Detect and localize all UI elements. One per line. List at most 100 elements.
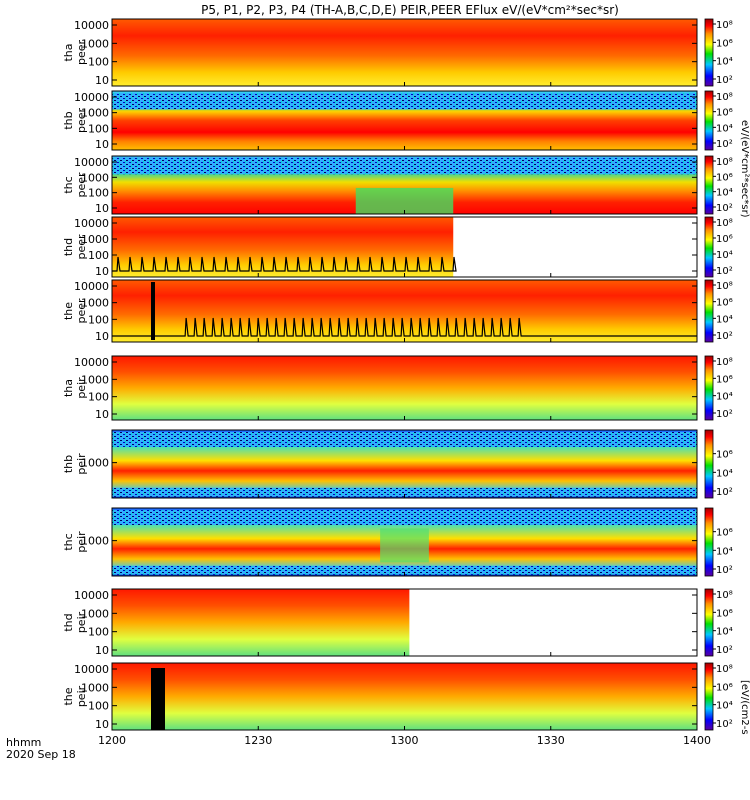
x-axis-label-hhmm: hhmm — [6, 736, 41, 749]
chart-title: P5, P1, P2, P3, P4 (TH-A,B,C,D,E) PEIR,P… — [201, 3, 619, 17]
noise-band — [112, 510, 697, 525]
panel-label-quantity: peer — [75, 40, 88, 66]
dip-region — [355, 187, 454, 214]
colorbar-tick-label: 10⁸ — [716, 92, 733, 103]
y-tick-label: 1000 — [81, 607, 109, 620]
y-tick-label: 1000 — [81, 37, 109, 50]
y-tick-label: 10000 — [74, 356, 109, 369]
y-tick-label: 1000 — [81, 107, 109, 120]
colorbar-tick-label: 10⁶ — [716, 608, 733, 619]
x-axis-label-date: 2020 Sep 18 — [6, 748, 76, 761]
panel-thd-peer: 10000 1000 100 10 thd peer 10⁸ 10⁶ 10⁴ 10² — [62, 216, 733, 278]
y-tick-label: 10000 — [74, 156, 109, 169]
panel-label-quantity: peer — [75, 298, 88, 324]
colorbar — [704, 507, 714, 577]
y-tick-label: 10000 — [74, 589, 109, 602]
colorbar-tick-label: 10² — [716, 565, 733, 576]
colorbar — [704, 662, 714, 731]
panel-label-quantity: peir — [75, 453, 88, 475]
colorbar-tick-label: 10⁴ — [716, 546, 733, 557]
colorbar-tick-label: 10⁸ — [716, 218, 733, 229]
panel-label-probe: thc — [62, 533, 75, 550]
colorbar-tick-label: 10⁴ — [716, 468, 733, 479]
colorbar-tick-label: 10⁴ — [716, 123, 733, 134]
colorbar — [704, 588, 714, 657]
panel-thc-peir: 1000 thc peir 10⁶ 10⁴ 10² — [62, 507, 733, 577]
dip-region — [380, 528, 429, 563]
data-gap-bar — [151, 668, 165, 730]
y-tick-label: 10 — [95, 138, 109, 151]
colorbar-tick-label: 10⁴ — [716, 392, 733, 403]
colorbar-tick-label: 10⁶ — [716, 374, 733, 385]
panel-label-probe: thb — [62, 455, 75, 473]
y-tick-label: 10 — [95, 644, 109, 657]
colorbar — [704, 90, 714, 151]
colorbar-tick-label: 10⁴ — [716, 701, 733, 712]
noise-band-low — [112, 565, 697, 575]
y-tick-label: 10 — [95, 265, 109, 278]
panel-thc-peer: 10000 1000 100 10 thc peer 10⁸ 10⁶ 10⁴ 10² — [62, 155, 733, 215]
y-tick-label: 10 — [95, 718, 109, 731]
y-tick-label: 1000 — [81, 681, 109, 694]
panel-label-probe: thd — [62, 613, 75, 631]
y-tick-label: 10 — [95, 330, 109, 343]
colorbar-tick-label: 10⁸ — [716, 20, 733, 31]
spectrogram-field — [112, 280, 697, 342]
colorbar-tick-label: 10⁶ — [716, 234, 733, 245]
colorbar-tick-label: 10² — [716, 266, 733, 277]
panel-label-probe: tha — [62, 43, 75, 61]
spectrogram-field — [112, 663, 697, 730]
colorbar-tick-label: 10⁶ — [716, 682, 733, 693]
colorbar-tick-label: 10² — [716, 409, 733, 420]
colorbar-tick-label: 10⁶ — [716, 528, 733, 539]
colorbar-tick-label: 10² — [716, 139, 733, 150]
panel-tha-peer: 10000 1000 100 10 tha peer 10⁸ 10⁶ 10⁴ 10² — [62, 18, 733, 87]
x-tick-label: 1230 — [244, 734, 272, 747]
panel-tha-peir: 10000 1000 100 10 tha peir 10⁸ 10⁶ 10⁴ 10² — [62, 355, 733, 421]
y-tick-label: 100 — [88, 56, 109, 69]
panel-label-probe: thd — [62, 238, 75, 256]
colorbar-tick-label: 10⁶ — [716, 298, 733, 309]
panel-label-probe: tha — [62, 379, 75, 397]
colorbar-title-right: eV/(eV*cm²*sec*sr) — [739, 120, 750, 218]
colorbar-tick-label: 10⁶ — [716, 172, 733, 183]
y-tick-label: 1000 — [81, 457, 109, 470]
spectrogram-field — [112, 589, 410, 656]
y-tick-label: 1000 — [81, 297, 109, 310]
y-tick-label: 10 — [95, 74, 109, 87]
y-tick-label: 10000 — [74, 91, 109, 104]
y-tick-label: 10000 — [74, 19, 109, 32]
x-tick-label: 1300 — [391, 734, 419, 747]
y-tick-label: 100 — [88, 391, 109, 404]
colorbar-tick-label: 10⁸ — [716, 157, 733, 168]
colorbar-tick-label: 10⁴ — [716, 57, 733, 68]
colorbar-tick-label: 10² — [716, 203, 733, 214]
colorbar-title-bottom: [eV/(cm2-s — [739, 680, 750, 735]
panel-thb-peer: 10000 1000 100 10 thb peer 10⁸ 10⁶ 10⁴ 10² — [62, 90, 733, 151]
y-tick-label: 10000 — [74, 217, 109, 230]
spike-trace — [112, 317, 697, 337]
x-tick-label: 1400 — [683, 734, 711, 747]
noise-band-low — [112, 487, 697, 497]
colorbar-tick-label: 10⁸ — [716, 664, 733, 675]
panel-label-probe: thc — [62, 176, 75, 193]
x-tick-label: 1200 — [98, 734, 126, 747]
colorbar — [704, 216, 714, 278]
y-tick-label: 100 — [88, 249, 109, 262]
data-gap-bar — [151, 282, 155, 340]
spike-trace — [112, 256, 457, 272]
colorbar-tick-label: 10² — [716, 331, 733, 342]
panel-label-probe: thb — [62, 111, 75, 129]
colorbar-tick-label: 10⁴ — [716, 188, 733, 199]
panel-label-quantity: peir — [75, 611, 88, 633]
colorbar — [704, 18, 714, 87]
colorbar-tick-label: 10⁸ — [716, 281, 733, 292]
spectrogram-field — [112, 356, 697, 420]
panel-label-probe: the — [62, 687, 75, 705]
colorbar-tick-label: 10⁶ — [716, 38, 733, 49]
colorbar-tick-label: 10⁸ — [716, 590, 733, 601]
panel-label-quantity: peer — [75, 172, 88, 198]
colorbar-tick-label: 10² — [716, 645, 733, 656]
colorbar-tick-label: 10⁶ — [716, 108, 733, 119]
noise-band — [112, 93, 697, 110]
